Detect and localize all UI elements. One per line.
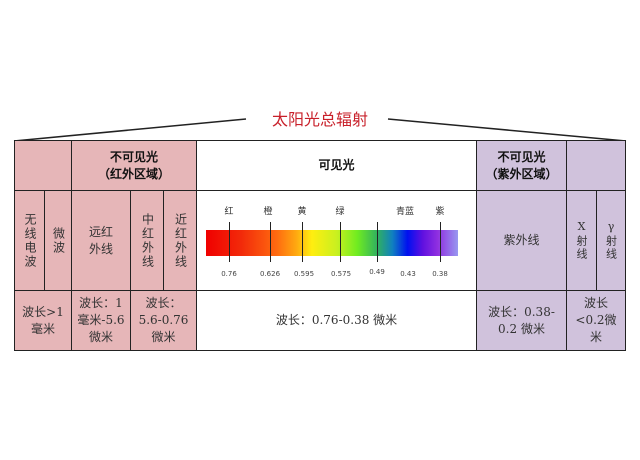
bracket-right-line — [387, 118, 627, 142]
header-ir-region: 不可见光 （红外区域） — [71, 140, 197, 191]
wavelength-radio-microwave: 波长>1毫米 — [14, 290, 72, 351]
tick-label: 0.38 — [432, 270, 448, 278]
spectrum-bar — [206, 230, 458, 256]
tick-label: 0.575 — [330, 270, 352, 278]
color-label-violet: 紫 — [435, 207, 445, 217]
tick-label: 0.43 — [400, 270, 416, 278]
tick-3 — [340, 222, 341, 262]
wavelength-xray-gamma: 波长<0.2微米 — [566, 290, 626, 351]
tick-label: 0.49 — [369, 268, 385, 276]
color-label-orange: 橙 — [263, 207, 273, 217]
header-empty-right — [566, 140, 626, 191]
color-label-red: 红 — [224, 207, 234, 217]
bracket-left-line — [13, 118, 247, 142]
wavelength-mid-near-ir: 波长：5.6-0.76微米 — [130, 290, 197, 351]
tick-6 — [440, 222, 441, 262]
color-label-yellow: 黄 — [297, 207, 307, 217]
wavelength-uv: 波长：0.38-0.2 微米 — [476, 290, 567, 351]
tick-label: 0.595 — [293, 270, 315, 278]
band-gamma: γ射线 — [596, 190, 626, 291]
band-xray: X射线 — [566, 190, 597, 291]
tick-label: 0.76 — [221, 270, 237, 278]
band-near-ir: 近红外线 — [163, 190, 197, 291]
tick-2 — [302, 222, 303, 262]
header-visible: 可见光 — [196, 140, 477, 191]
color-label-green: 绿 — [335, 207, 345, 217]
wavelength-far-ir: 波长：1毫米-5.6微米 — [71, 290, 131, 351]
band-far-ir: 远红外线 — [71, 190, 131, 291]
tick-1 — [270, 222, 271, 262]
tick-0 — [229, 222, 230, 262]
band-mid-ir: 中红外线 — [130, 190, 164, 291]
band-microwave: 微波 — [44, 190, 72, 291]
color-label-cyan-blue: 青蓝 — [395, 207, 415, 217]
tick-label: 0.626 — [259, 270, 281, 278]
diagram-title: 太阳光总辐射 — [271, 110, 368, 129]
wavelength-visible: 波长：0.76-0.38 微米 — [196, 290, 477, 351]
header-uv-region: 不可见光 （紫外区域） — [476, 140, 567, 191]
tick-4 — [377, 222, 378, 262]
band-radio: 无线电波 — [14, 190, 45, 291]
band-uv: 紫外线 — [476, 190, 567, 291]
header-empty-left — [14, 140, 72, 191]
